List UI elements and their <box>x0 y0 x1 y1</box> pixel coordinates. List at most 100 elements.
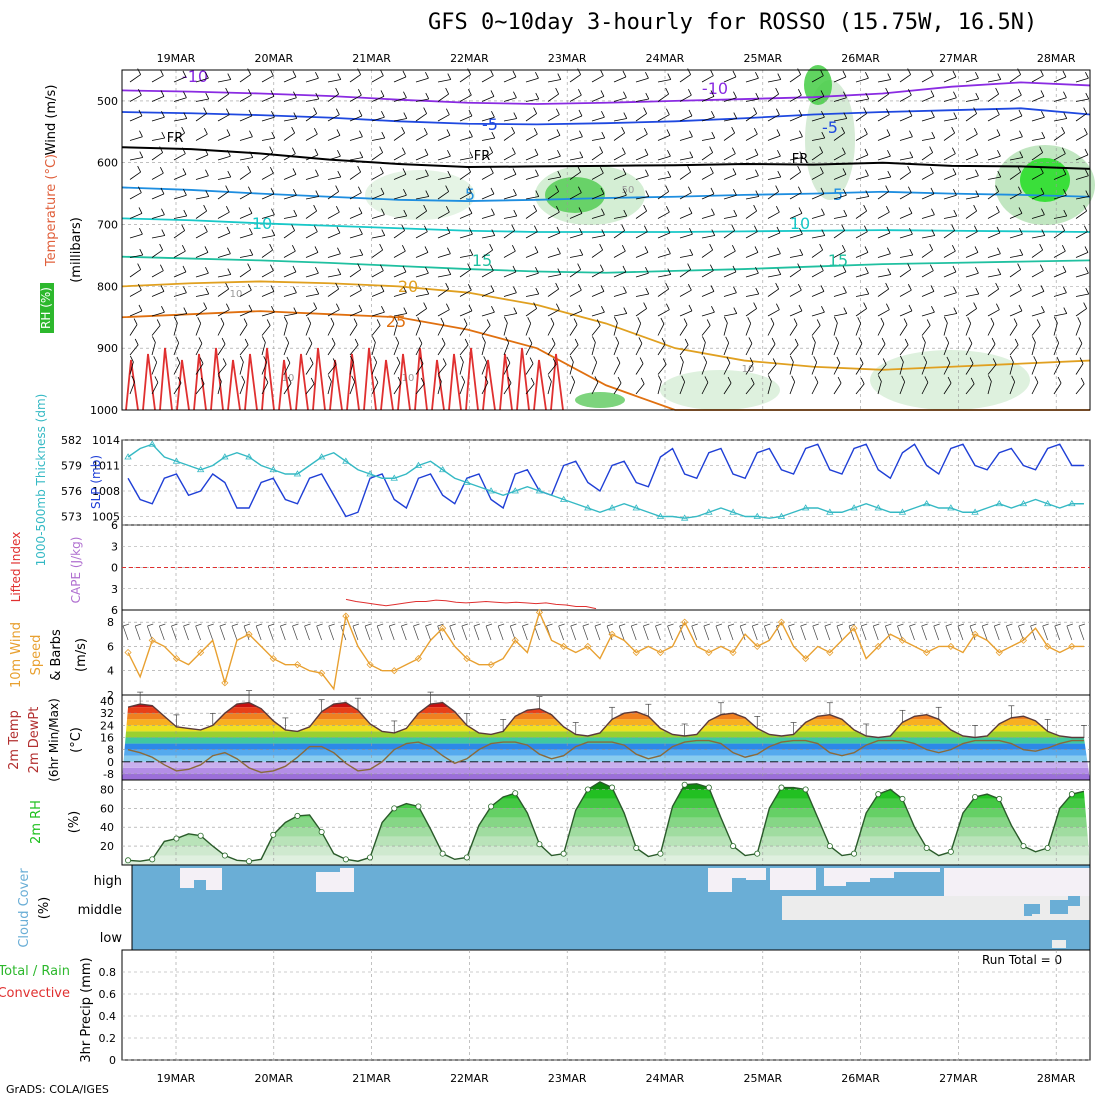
wind-barb-flag <box>292 623 299 627</box>
wind-barb <box>349 94 362 102</box>
wind-barb-flag <box>227 268 232 275</box>
wind-barb <box>327 323 335 336</box>
wind-barb <box>217 253 231 258</box>
wind-barb <box>987 309 1000 317</box>
wind-barb <box>569 192 582 200</box>
wind-barb <box>657 79 671 83</box>
wind-barb-flag <box>381 131 386 139</box>
wind-barb <box>497 625 504 641</box>
wind-barb <box>679 269 691 278</box>
y-tick-label: 0.4 <box>99 1010 117 1023</box>
wind-barb-flag <box>995 185 1000 192</box>
wind-barb <box>1031 137 1045 141</box>
wind-barb <box>1075 154 1089 161</box>
wind-barb-flag <box>420 377 425 385</box>
wind-barb-flag <box>593 356 598 363</box>
wind-barb <box>811 214 825 219</box>
wind-barb <box>261 116 275 122</box>
data-point <box>996 795 1003 802</box>
wind-barb-flag <box>1017 263 1022 270</box>
wind-barb <box>723 342 730 356</box>
wind-barb <box>525 113 537 122</box>
wind-barb-flag <box>1077 317 1082 324</box>
wind-barb <box>811 362 818 375</box>
cloud-gap-high <box>194 868 206 880</box>
wind-barb <box>305 308 317 317</box>
wind-barb-flag <box>226 129 231 136</box>
wind-barb <box>481 270 494 278</box>
wind-barb <box>833 215 847 219</box>
wind-barb <box>415 113 427 122</box>
wind-barb <box>481 116 495 122</box>
wind-barb <box>415 343 423 356</box>
wind-barb-flag <box>644 128 648 135</box>
wind-barb <box>921 116 935 122</box>
wind-barb-flag <box>183 189 187 196</box>
wind-barb-flag <box>798 186 802 193</box>
wind-barb <box>921 291 935 297</box>
wind-barb <box>723 362 731 375</box>
panel-frame-slp <box>121 439 1091 526</box>
wind-barb <box>613 382 622 395</box>
contour-label: 15 <box>472 251 492 270</box>
wind-barb <box>965 323 972 336</box>
wind-barb-flag <box>665 185 670 192</box>
x-tick-label-bottom: 21MAR <box>352 1072 391 1085</box>
wind-barb-flag <box>137 165 142 173</box>
wind-barb <box>899 192 912 200</box>
wind-barb-flag <box>490 264 494 271</box>
wind-barb-flag <box>203 107 208 114</box>
wind-barb <box>657 253 671 258</box>
wind-barb <box>151 342 156 356</box>
wind-barb-flag <box>315 169 319 176</box>
wind-barb-flag <box>710 69 714 76</box>
wind-barbs-upper <box>129 68 1090 395</box>
wind-barb-flag <box>662 358 667 365</box>
wind-barb-flag <box>1061 224 1066 231</box>
wind-barb-flag <box>315 287 320 295</box>
wind-barb <box>393 322 398 336</box>
wind-barb <box>503 322 508 336</box>
wind-barb-flag <box>1063 286 1067 293</box>
wind-barb <box>943 250 956 258</box>
wind-barb-flag <box>1040 285 1045 292</box>
wind-barb <box>836 625 843 641</box>
wind-barb-flag <box>709 243 714 251</box>
wind-barb <box>965 293 979 297</box>
wind-barb <box>987 288 999 297</box>
wind-barb <box>921 625 927 641</box>
wind-barb-flag <box>133 318 138 325</box>
wind-barb-flag <box>922 336 926 343</box>
wind-barb <box>965 383 975 395</box>
wind-barb-flag <box>183 112 188 119</box>
wind-barb-flag <box>843 307 848 314</box>
wind-barb <box>151 96 165 102</box>
wind-barb-flag <box>997 170 1002 178</box>
data-point <box>1068 791 1075 798</box>
data-point <box>705 648 713 657</box>
wind-barb <box>129 254 143 258</box>
wind-barb <box>151 382 159 395</box>
wind-barb <box>305 363 314 375</box>
wind-barb-flag <box>909 130 913 137</box>
wind-barb <box>503 382 512 395</box>
wind-barb-flag <box>710 187 715 195</box>
wind-barb-flag <box>402 70 407 78</box>
wind-barb <box>569 94 582 102</box>
ylabel-lifted-index: Lifted Index <box>9 532 23 603</box>
data-point <box>1019 499 1028 507</box>
data-point <box>923 845 930 852</box>
wind-barb-flag <box>205 267 209 274</box>
wind-barb <box>965 175 979 180</box>
wind-barb <box>503 194 517 200</box>
wind-barb-flag <box>799 248 804 256</box>
wind-barb-flag <box>271 111 275 118</box>
wind-barb <box>679 289 692 297</box>
wind-barb <box>569 310 583 317</box>
wind-barb-flag <box>665 87 670 95</box>
wind-barb-flag <box>244 338 249 346</box>
wind-barb <box>965 308 977 317</box>
wind-barb-flag <box>138 186 142 193</box>
wind-barb-flag <box>797 165 802 173</box>
wind-barb <box>723 153 736 161</box>
